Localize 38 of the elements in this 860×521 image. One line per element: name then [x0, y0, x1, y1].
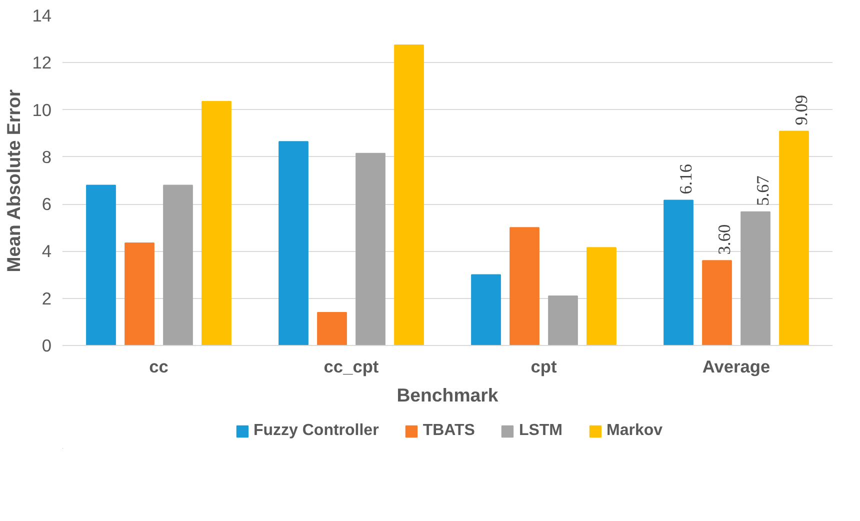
- bar: [586, 247, 616, 346]
- data-label: 9.09: [792, 94, 811, 126]
- bar: [356, 152, 386, 346]
- y-tick-label: 2: [42, 288, 52, 308]
- bar: [740, 211, 770, 346]
- data-label: 3.60: [715, 224, 734, 255]
- bar: [278, 141, 308, 346]
- x-tick-label: cc_cpt: [324, 356, 379, 376]
- bar: [779, 130, 809, 346]
- bar: [317, 312, 347, 346]
- bar: [202, 101, 232, 346]
- data-label: 6.16: [676, 164, 696, 194]
- legend-label: Markov: [606, 422, 663, 440]
- y-tick-label: 14: [32, 6, 52, 26]
- legend-label: Fuzzy Controller: [253, 422, 379, 440]
- legend-label: TBATS: [422, 422, 475, 440]
- bar: [471, 274, 501, 346]
- y-tick-label: 12: [32, 52, 52, 73]
- y-tick-label: 10: [32, 100, 52, 120]
- bar: [124, 242, 154, 346]
- bar: [86, 184, 116, 346]
- y-tick-label: 8: [42, 146, 52, 167]
- y-tick-label: 0: [42, 336, 52, 356]
- bar: [664, 200, 694, 346]
- data-label: 5.67: [754, 175, 772, 206]
- legend-label: LSTM: [518, 422, 562, 440]
- bar: [163, 184, 193, 346]
- bar: [548, 296, 578, 346]
- bar: [702, 260, 732, 346]
- y-axis-title: Mean Absolute Error: [3, 89, 24, 272]
- bar: [510, 227, 540, 346]
- x-tick-label: cc: [149, 356, 169, 376]
- bar: [394, 44, 424, 346]
- y-tick-label: 4: [42, 241, 52, 262]
- y-tick-label: 6: [42, 194, 52, 214]
- x-tick-label: Average: [702, 356, 770, 376]
- x-tick-label: cpt: [530, 356, 557, 376]
- x-axis-title: Benchmark: [396, 384, 499, 406]
